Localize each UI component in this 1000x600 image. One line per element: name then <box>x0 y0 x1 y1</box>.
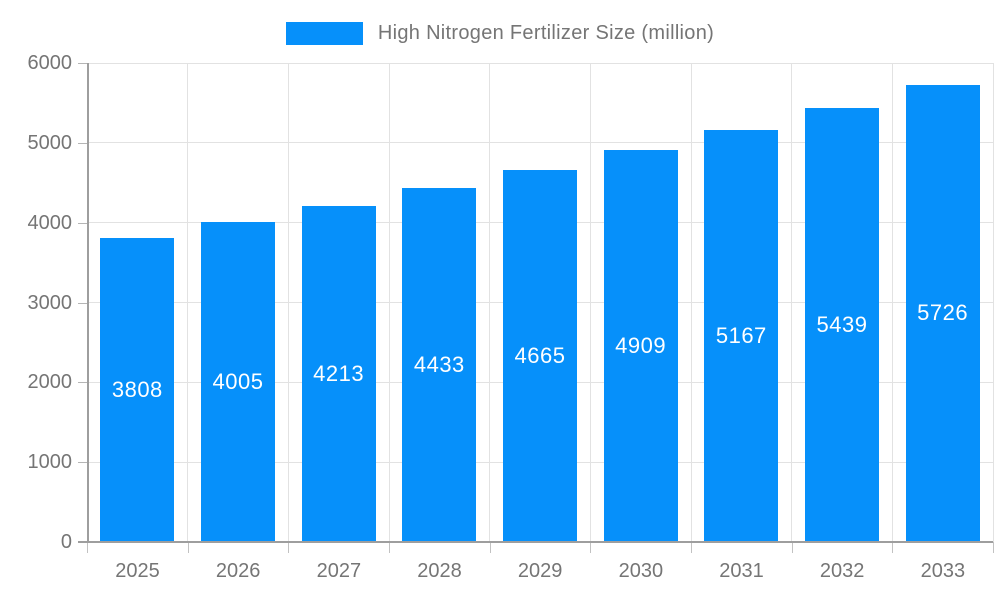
h-gridline <box>87 62 993 64</box>
y-tick-label: 6000 <box>27 52 73 74</box>
x-axis-tick <box>691 542 692 553</box>
v-gridline <box>891 63 893 542</box>
x-tick-label: 2033 <box>920 560 966 582</box>
v-gridline <box>791 63 793 542</box>
bar-value-label: 4909 <box>615 333 667 359</box>
x-axis-tick <box>993 542 994 553</box>
x-axis-tick <box>791 542 793 553</box>
bar-2028: 4433 <box>402 188 477 542</box>
x-tick-label: 2026 <box>215 560 261 582</box>
x-tick-label: 2029 <box>517 560 563 582</box>
bar-2029: 4665 <box>503 169 577 542</box>
y-tick-label: 3000 <box>27 291 73 314</box>
y-axis-tick <box>78 222 87 224</box>
bar-value-label: 5726 <box>917 300 969 326</box>
x-axis-tick <box>187 542 189 553</box>
y-tick-label: 4000 <box>27 211 73 234</box>
y-axis-tick <box>78 302 87 304</box>
legend-swatch <box>285 21 363 45</box>
x-tick-label: 2030 <box>618 560 664 582</box>
legend: High Nitrogen Fertilizer Size (million) <box>0 18 1000 48</box>
bar-value-label: 4213 <box>313 360 365 386</box>
bar-2030: 4909 <box>603 150 678 542</box>
y-tick-label: 5000 <box>27 131 73 154</box>
x-tick-label: 2028 <box>417 560 462 582</box>
bar-value-label: 4005 <box>212 369 264 395</box>
bar-2026: 4005 <box>201 222 275 542</box>
y-axis-line <box>87 63 89 542</box>
y-axis-tick <box>78 382 87 384</box>
x-axis-tick <box>288 542 290 553</box>
v-gridline <box>589 63 591 542</box>
y-tick-label: 2000 <box>27 371 73 394</box>
x-tick-label: 2031 <box>719 560 764 582</box>
bar-value-label: 4433 <box>413 352 465 378</box>
v-gridline <box>187 63 189 542</box>
x-tick-label: 2027 <box>316 560 362 582</box>
x-axis-tick <box>389 542 390 553</box>
y-tick-label: 0 <box>60 531 72 553</box>
y-axis-tick <box>78 63 87 64</box>
x-axis-tick <box>489 542 491 553</box>
bar-value-label: 3808 <box>111 376 163 402</box>
x-axis-tick <box>892 542 894 553</box>
bar-2032: 5439 <box>805 107 879 542</box>
x-axis-line <box>78 541 993 543</box>
bar-value-label: 5167 <box>715 322 767 348</box>
h-gridline <box>87 142 993 144</box>
v-gridline <box>992 63 994 542</box>
y-tick-label: 1000 <box>27 451 73 474</box>
v-gridline <box>287 63 289 542</box>
y-axis-tick <box>78 142 87 144</box>
y-axis-tick <box>78 462 87 464</box>
bar-value-label: 5439 <box>816 311 868 337</box>
bar-2025: 3808 <box>100 237 175 542</box>
bar-2031: 5167 <box>704 129 779 542</box>
v-gridline <box>489 63 491 542</box>
legend-label: High Nitrogen Fertilizer Size (million) <box>377 21 715 44</box>
bar-2033: 5726 <box>905 84 980 542</box>
bar-2027: 4213 <box>301 205 376 542</box>
x-axis-tick <box>590 542 592 553</box>
x-tick-label: 2025 <box>115 560 160 582</box>
v-gridline <box>388 63 390 542</box>
bar-value-label: 4665 <box>514 342 566 368</box>
plot-area: 3808 4005 4213 4433 4665 4909 5167 5439 5726 <box>78 62 994 543</box>
x-axis-tick <box>87 542 88 553</box>
x-tick-label: 2032 <box>819 560 865 582</box>
v-gridline <box>690 63 692 542</box>
